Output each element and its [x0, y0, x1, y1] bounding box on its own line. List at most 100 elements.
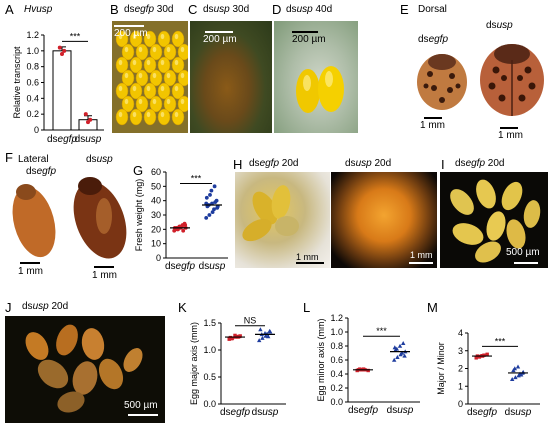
photo-i-eggs: [440, 172, 548, 268]
panel-e-trt-gene: usp: [496, 20, 513, 31]
chart-k-ytick-label: 0.5: [203, 372, 216, 382]
chart-l-ytick-label: 0.0: [330, 397, 343, 407]
egg-highlight: [160, 85, 165, 92]
chart-g-point: [212, 184, 217, 189]
egg: [171, 82, 185, 100]
chart-a-ytick-label: 0: [34, 125, 39, 135]
chart-a-ytick-label: 0.4: [26, 93, 39, 103]
panel-j-scale-bar: [128, 414, 158, 416]
panel-f-letter: F: [5, 150, 13, 165]
egg: [129, 82, 143, 100]
egg: [115, 56, 129, 74]
egg: [129, 30, 143, 48]
egg: [171, 30, 185, 48]
egg: [163, 69, 177, 87]
photo-c-leaf: [190, 21, 272, 133]
chart-a-point: [83, 112, 88, 117]
chart-g-ytick-label: 50: [151, 181, 161, 191]
photo-h-ovary-trt: [331, 172, 437, 268]
panel-f-trt-gene: usp: [96, 154, 113, 165]
chart-g-ytick-label: 0: [156, 253, 161, 263]
photo-j-eggs: [5, 316, 165, 423]
chart-a-ytick-label: 0.8: [26, 62, 39, 72]
panel-b-scale-label: 200 µm: [114, 28, 148, 39]
chart-a-ytick-label: 0.6: [26, 78, 39, 88]
chart-l-xtick-label: dsusp: [387, 405, 414, 416]
chart-m-signif: ***: [495, 336, 506, 346]
chart-g-point: [181, 228, 186, 233]
egg-highlight: [166, 46, 171, 53]
panel-i-caption: dsegfp 20d: [455, 158, 505, 169]
chart-g-xtick-label: dsusp: [199, 261, 226, 272]
chart-k-point: [263, 333, 268, 338]
egg-highlight: [132, 33, 137, 40]
chart-a-signif: ***: [70, 31, 81, 41]
photo-d-eggs: [274, 21, 358, 133]
chart-k-point: [267, 328, 272, 333]
egg: [149, 95, 163, 113]
panel-i-scale-label: 500 µm: [506, 247, 540, 258]
egg-highlight: [174, 33, 179, 40]
panel-c-letter: C: [188, 2, 198, 17]
chart-m-point: [482, 353, 486, 357]
chart-l-point: [402, 353, 407, 358]
panel-l-letter: L: [303, 300, 311, 315]
egg-highlight: [174, 111, 179, 118]
panel-b-scale-bar: [114, 25, 144, 27]
chart-a-point: [62, 48, 67, 53]
chart-l-point: [392, 345, 397, 350]
chart-k-point: [230, 336, 234, 341]
chart-l-point: [366, 368, 370, 373]
chart-g-point: [210, 210, 215, 215]
chart-g-point: [180, 223, 185, 227]
panel-h-scale-bar-2: [409, 262, 433, 264]
chart-a-ytick-label: 1.0: [26, 46, 39, 56]
egg-highlight: [152, 46, 157, 53]
chart-m-point: [513, 375, 518, 380]
panel-e-trt-prefix: ds: [486, 20, 497, 31]
chart-l-point: [397, 343, 403, 348]
chart-k-point: [233, 333, 237, 338]
chart-k-point: [257, 338, 262, 343]
panel-m-letter: M: [427, 300, 438, 315]
panel-e-letter: E: [400, 2, 409, 17]
chart-l-ytick-label: 0.6: [330, 355, 343, 365]
egg: [135, 69, 149, 87]
egg: [143, 108, 157, 126]
chart-g-signif: ***: [191, 173, 202, 183]
egg: [163, 95, 177, 113]
egg-highlight: [160, 111, 165, 118]
egg-highlight: [138, 46, 143, 53]
egg-highlight: [180, 46, 185, 53]
panel-h-scale-label-1: 1 mm: [296, 252, 319, 262]
chart-g-ytick-label: 10: [151, 239, 161, 249]
panel-h-prefix-2: ds: [345, 158, 356, 169]
chart-l-point: [392, 357, 397, 362]
panel-k-letter: K: [178, 300, 187, 315]
panel-j-day: 20d: [48, 301, 69, 312]
panel-g-letter: G: [133, 163, 144, 178]
panel-h-day-2: 20d: [371, 158, 392, 169]
egg: [157, 56, 171, 74]
chart-m-point: [515, 364, 521, 369]
egg-highlight: [132, 85, 137, 92]
egg-highlight: [160, 59, 165, 66]
panel-d-letter: D: [272, 2, 282, 17]
panel-e-scale-label-1: 1 mm: [420, 120, 445, 131]
panel-f-scale-label-1: 1 mm: [18, 266, 43, 277]
beetle-f-ctrl: [12, 186, 56, 258]
panel-h-day-1: 20d: [279, 158, 299, 169]
egg-highlight: [146, 59, 151, 66]
chart-m-ytick-label: 0: [458, 399, 463, 409]
panel-f-scale-bar-2: [94, 266, 114, 268]
panel-d-day: 40d: [312, 4, 333, 15]
chart-l-point: [394, 346, 399, 351]
egg: [129, 56, 143, 74]
panel-c-day: 30d: [229, 4, 250, 15]
panel-b-letter: B: [110, 2, 119, 17]
panel-f-trt-label: dsusp: [86, 154, 113, 165]
panel-d-scale-label: 200 µm: [292, 34, 326, 45]
egg: [143, 82, 157, 100]
